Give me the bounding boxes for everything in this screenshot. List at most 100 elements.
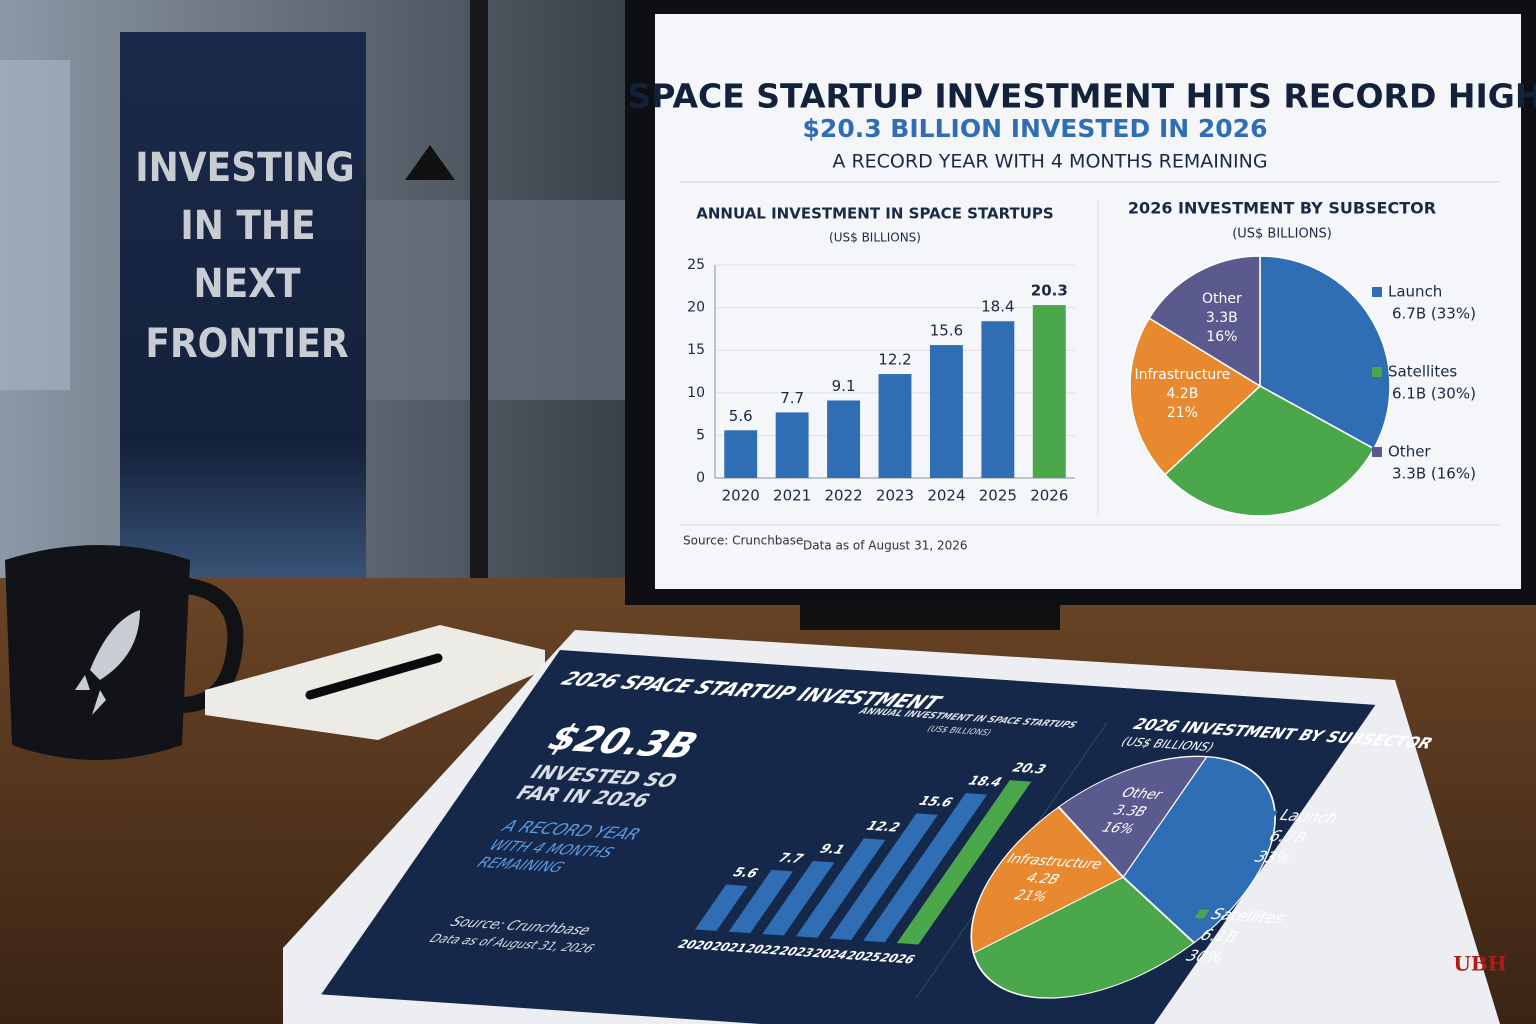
data-label: 20.3 (1031, 282, 1068, 300)
x-tick-label: 2024 (809, 947, 851, 962)
slice-label: Other (1118, 785, 1168, 803)
legend-detail: 6.7B (1265, 827, 1312, 846)
data-date: Data as of August 31, 2026 (803, 539, 968, 553)
bar (775, 412, 809, 478)
bar (795, 838, 886, 938)
bar (981, 321, 1015, 478)
banner-line: IN THE (180, 203, 315, 249)
x-tick-label: 2023 (775, 945, 817, 960)
legend-detail: 6.1B (30%) (1392, 385, 1476, 403)
window (365, 200, 625, 400)
x-tick-label: 2023 (876, 487, 914, 505)
watermark: UBH (1453, 952, 1506, 976)
legend-swatch (1263, 810, 1279, 820)
legend-label: Launch (1275, 806, 1342, 826)
data-label: 5.6 (729, 407, 753, 425)
banner-text: INVESTING IN THE NEXT FRONTIER (135, 145, 354, 367)
pie-slice (970, 806, 1125, 955)
bar (728, 869, 794, 934)
x-tick-label: 2024 (927, 487, 965, 505)
y-tick-label: 15 (687, 342, 705, 358)
y-tick-label: 0 (696, 470, 705, 486)
slice-label: 16% (1206, 329, 1237, 345)
legend-detail: 6.1B (1196, 926, 1243, 945)
window (0, 60, 70, 390)
data-label: 5.6 (729, 865, 761, 881)
data-label: 9.1 (816, 842, 848, 858)
pie-slice (1259, 255, 1391, 450)
lamp (405, 145, 455, 180)
bar (829, 813, 938, 940)
pillar (470, 0, 488, 600)
monitor-screen (655, 14, 1521, 589)
legend-swatch (1372, 367, 1382, 377)
rocket-icon (75, 610, 140, 715)
data-label: 7.7 (775, 851, 807, 867)
legend-label: Satellites (1388, 363, 1457, 381)
x-tick-label: 2025 (842, 949, 884, 964)
print-headline: $20.3B (538, 718, 708, 767)
chart-subtitle: (US$ BILLIONS) (1232, 227, 1332, 242)
bar (863, 793, 988, 943)
data-label: 7.7 (780, 389, 804, 407)
legend-label: Launch (1388, 283, 1442, 301)
bar (724, 430, 758, 478)
pie-slice (972, 876, 1196, 999)
bar (762, 860, 835, 936)
y-tick-label: 25 (687, 257, 705, 273)
slice-label: Other (1202, 291, 1242, 307)
banner-line: INVESTING (135, 145, 354, 191)
x-tick-label: 2026 (1030, 487, 1068, 505)
print-note-line: REMAINING (474, 853, 569, 875)
pie-slice (1129, 317, 1262, 476)
x-tick-label: 2020 (674, 938, 716, 953)
data-label: 9.1 (832, 377, 856, 395)
slice-label: Infrastructure (1134, 367, 1230, 383)
bar (827, 400, 861, 478)
x-tick-label: 2020 (722, 487, 760, 505)
y-tick-label: 20 (687, 300, 705, 316)
source: Source: Crunchbase (683, 534, 803, 548)
legend-detail: 33% (1250, 848, 1296, 867)
pie-slice (1163, 385, 1375, 517)
bar (878, 374, 912, 478)
bar (1032, 305, 1066, 478)
slice-label: 4.2B (1022, 870, 1063, 887)
pen (305, 653, 443, 700)
x-tick-label: 2026 (876, 952, 918, 967)
x-tick-label: 2021 (773, 487, 811, 505)
data-label: 15.6 (930, 322, 963, 340)
bar (694, 884, 748, 931)
chart-subtitle: (US$ BILLIONS) (829, 231, 921, 245)
slice-label: 21% (1167, 405, 1198, 421)
notebook (205, 625, 545, 740)
legend-detail: 6.7B (33%) (1392, 305, 1476, 323)
x-tick-label: 2021 (708, 940, 750, 955)
legend-detail: 30% (1182, 947, 1228, 966)
monitor-subtitle: $20.3 BILLION INVESTED IN 2026 (803, 114, 1268, 143)
data-label: 18.4 (964, 774, 1005, 790)
x-tick-label: 2022 (824, 487, 862, 505)
pie-slice (1057, 755, 1208, 879)
legend-label: Other (1388, 443, 1431, 461)
x-tick-label: 2025 (979, 487, 1017, 505)
monitor-title: SPACE STARTUP INVESTMENT HITS RECORD HIG… (628, 77, 1536, 116)
y-tick-label: 5 (696, 427, 705, 443)
banner-line: FRONTIER (145, 321, 348, 367)
legend-swatch (1372, 287, 1382, 297)
mug (5, 545, 190, 760)
legend-detail: 3.3B (16%) (1392, 465, 1476, 483)
legend-swatch (1372, 447, 1382, 457)
slice-label: 3.3B (1206, 310, 1238, 326)
legend-label: Satellites (1207, 905, 1290, 926)
y-tick-label: 10 (687, 385, 705, 401)
slice-label: 21% (1011, 888, 1052, 905)
data-label: 12.2 (878, 351, 911, 369)
pie-slice (1148, 255, 1261, 388)
slice-label: Infrastructure (1003, 851, 1106, 872)
data-label: 20.3 (1008, 761, 1049, 777)
chart-subtitle: (US$ BILLIONS) (1118, 735, 1217, 754)
data-label: 12.2 (862, 819, 903, 835)
